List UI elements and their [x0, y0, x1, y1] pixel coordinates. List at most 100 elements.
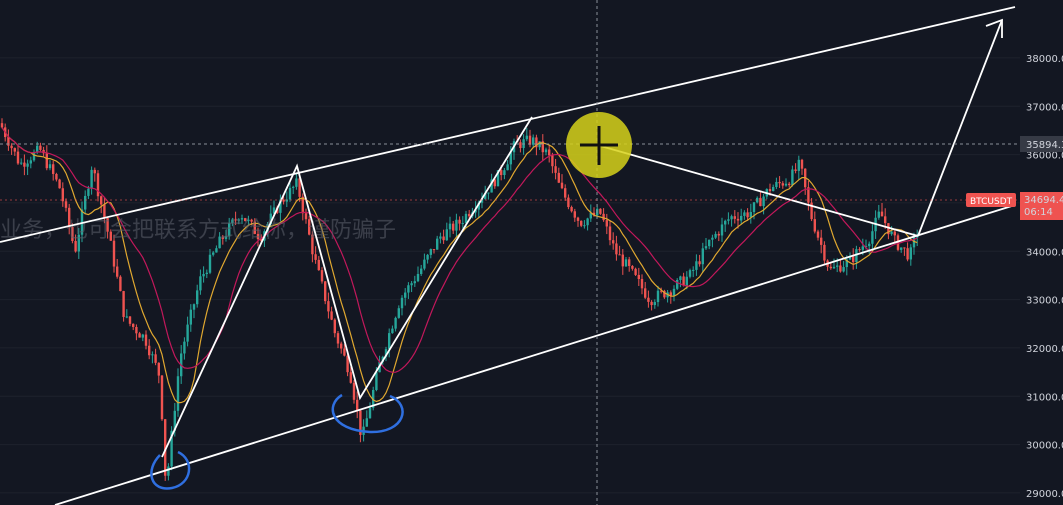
candle-body	[602, 213, 605, 221]
candle-body	[519, 142, 522, 149]
cursor-marker	[566, 112, 632, 178]
candle-body	[820, 237, 823, 245]
candle-body	[861, 246, 864, 250]
candle-body	[119, 276, 122, 292]
candle-body	[813, 219, 816, 232]
candle-body	[157, 362, 160, 376]
candle-body	[135, 326, 138, 334]
candle-body	[260, 239, 263, 241]
price-axis-background	[1020, 0, 1063, 505]
candle-body	[778, 181, 781, 184]
overlay-subtitle: 业务，也可会把联系方式给你，谨防骗子	[0, 218, 396, 243]
candle-body	[896, 235, 900, 250]
candle-body	[141, 334, 144, 338]
candle-body	[599, 208, 602, 214]
candle-body	[253, 221, 256, 234]
candle-body	[429, 249, 432, 255]
candle-body	[384, 349, 388, 357]
candle-body	[439, 236, 442, 239]
candle-body	[109, 231, 112, 241]
candle-body	[797, 159, 800, 171]
candle-body	[349, 372, 352, 383]
candle-body	[244, 218, 247, 221]
candle-body	[48, 164, 52, 169]
candle-body	[500, 170, 503, 176]
candle-body	[493, 179, 496, 187]
candle-body	[10, 145, 13, 149]
candle-body	[436, 238, 439, 250]
candle-body	[468, 213, 471, 217]
candle-body	[7, 137, 10, 146]
candle-body	[752, 202, 756, 212]
candle-body	[365, 418, 368, 427]
candle-body	[570, 207, 573, 212]
candle-body	[404, 292, 407, 298]
candle-body	[624, 259, 628, 267]
candle-body	[154, 354, 157, 363]
candle-body	[717, 233, 720, 236]
candle-body	[96, 173, 100, 197]
candle-body	[880, 211, 884, 217]
candle-body	[58, 179, 61, 189]
candle-body	[839, 265, 842, 272]
candle-body	[730, 216, 733, 220]
bottom-marker-1	[150, 450, 191, 490]
candle-body	[724, 220, 727, 225]
candle-body	[608, 226, 612, 241]
candle-body	[589, 212, 592, 219]
candle-body	[116, 266, 119, 277]
symbol-label: BTCUSDT	[970, 197, 1013, 207]
candle-body	[573, 211, 576, 218]
candle-body	[74, 240, 77, 252]
candle-body	[756, 197, 759, 203]
candle-body	[887, 223, 890, 235]
candle-body	[208, 254, 212, 273]
candle-body	[173, 410, 176, 431]
candle-body	[308, 219, 311, 235]
candle-body	[292, 186, 295, 188]
candle-body	[295, 178, 298, 187]
candle-body	[330, 311, 333, 320]
candle-body	[615, 243, 618, 255]
candle-body	[692, 269, 695, 271]
candle-body	[740, 215, 743, 221]
candle-body	[509, 152, 512, 165]
candle-body	[893, 231, 896, 236]
price-axis[interactable]: 38000.0037000.0036000.0035000.0034000.00…	[966, 0, 1063, 505]
candle-body	[20, 162, 23, 164]
candle-body	[122, 291, 125, 317]
candle-body	[461, 223, 464, 225]
candle-body	[279, 199, 282, 213]
candle-body	[218, 236, 221, 249]
candle-body	[103, 204, 106, 219]
candle-body	[788, 183, 791, 186]
countdown-label: 06:14	[1024, 207, 1053, 218]
candle-body	[852, 256, 855, 263]
candle-body	[90, 169, 93, 189]
channel-lower-line	[54, 204, 1016, 505]
candle-body	[567, 197, 570, 208]
bottom-marker-2	[331, 393, 404, 434]
candle-body	[452, 223, 455, 231]
candle-body	[612, 240, 615, 244]
candle-body	[298, 178, 301, 197]
candle-body	[781, 183, 784, 186]
candle-body	[61, 188, 64, 202]
candle-body	[634, 268, 637, 275]
crosshair-price-label: 35894.34	[1026, 140, 1063, 151]
candle-body	[544, 149, 548, 153]
candle-body	[13, 148, 16, 152]
candle-body	[132, 323, 135, 327]
candle-body	[394, 317, 397, 329]
candle-body	[487, 192, 490, 194]
candle-body	[372, 389, 375, 408]
candle-body	[420, 268, 423, 274]
candle-body	[416, 273, 420, 282]
candle-body	[336, 333, 340, 344]
price-tick-label: 38000.00	[1026, 54, 1063, 65]
candle-body	[858, 249, 861, 251]
price-tick-label: 34000.00	[1026, 247, 1063, 258]
candle-body	[400, 297, 404, 309]
candle-body	[503, 170, 506, 176]
